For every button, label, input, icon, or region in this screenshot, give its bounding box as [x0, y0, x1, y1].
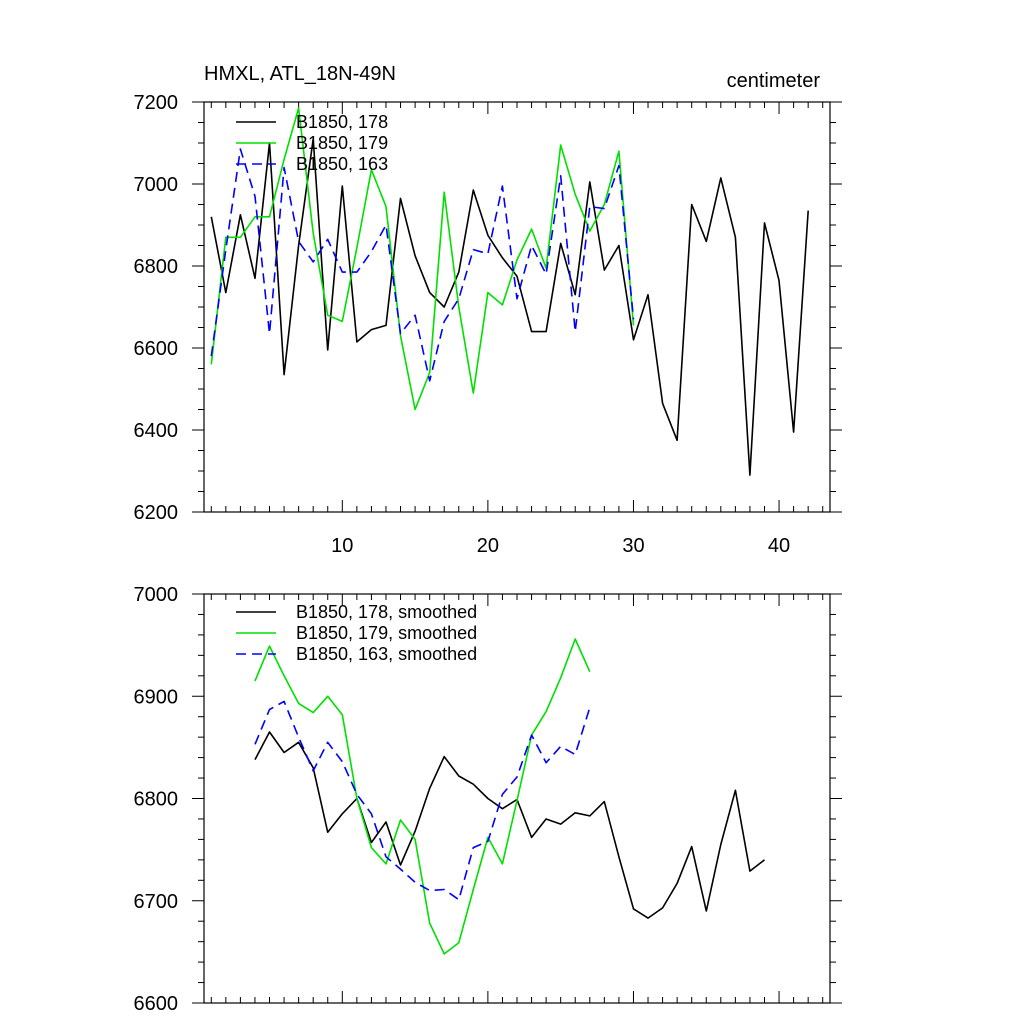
y-tick-label: 6600	[134, 338, 179, 360]
series-line-1	[210, 138, 809, 476]
y-tick-label: 7000	[134, 584, 179, 606]
legend-label: B1850, 179	[296, 133, 388, 153]
y-tick-label: 6900	[134, 686, 179, 708]
y-tick-label: 6800	[134, 789, 179, 811]
chart-panel-2: 6600 6700 6800 6900 7000 B1850, 178, smoothed…	[134, 584, 842, 1015]
units-label: centimeter	[727, 70, 821, 92]
legend-label: B1850, 163	[296, 154, 388, 174]
x-tick-label: 40	[768, 535, 790, 557]
y-tick-label: 7200	[134, 92, 179, 114]
legend-label: B1850, 163, smoothed	[296, 644, 477, 664]
y-tick-label: 7000	[134, 174, 179, 196]
legend-label: B1850, 179, smoothed	[296, 623, 477, 643]
series-line-3	[254, 700, 591, 901]
x-tick-label: 20	[477, 535, 499, 557]
y-tick-label: 6700	[134, 891, 179, 913]
chart-title: HMXL, ATL_18N-49N	[204, 63, 396, 85]
series-line-2	[210, 107, 635, 411]
legend-label: B1850, 178	[296, 112, 388, 132]
series-line-3	[210, 148, 635, 382]
chart-panel-1: 10 20 30 40 6200 6400 6600 6800 7000 7200 HMXL, AT…	[134, 63, 842, 557]
series-line-1	[254, 731, 765, 919]
y-tick-label: 6200	[134, 502, 179, 524]
x-tick-label: 10	[331, 535, 353, 557]
x-tick-label: 30	[622, 535, 644, 557]
legend-label: B1850, 178, smoothed	[296, 602, 477, 622]
y-tick-label: 6800	[134, 256, 179, 278]
series-line-2	[254, 638, 591, 955]
y-tick-label: 6400	[134, 420, 179, 442]
y-tick-label: 6600	[134, 993, 179, 1015]
